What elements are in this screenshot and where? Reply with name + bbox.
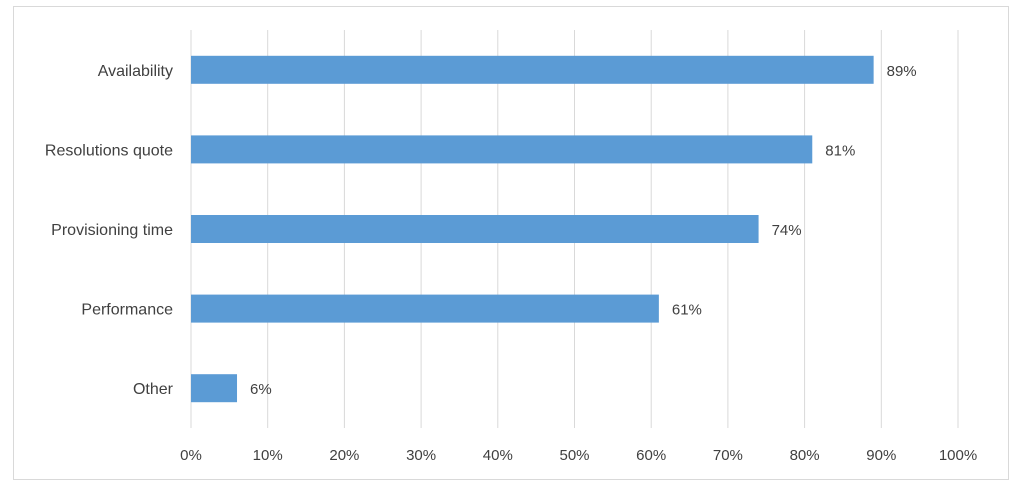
x-tick-label: 90% — [866, 447, 896, 464]
x-tick-label: 60% — [636, 447, 666, 464]
data-label: 89% — [887, 63, 917, 80]
data-label: 74% — [772, 222, 802, 239]
x-tick-label: 0% — [180, 447, 202, 464]
x-tick-label: 50% — [559, 447, 589, 464]
x-tick-label: 40% — [483, 447, 513, 464]
x-tick-label: 100% — [939, 447, 977, 464]
data-labels: 89% 81% 74% 61% 6% — [250, 63, 917, 398]
bar — [191, 135, 813, 164]
x-tick-label: 80% — [790, 447, 820, 464]
gridlines — [190, 30, 959, 428]
x-axis-tick-labels: 0% 10% 20% 30% 40% 50% 60% 70% 80% 90% 100% — [180, 447, 977, 464]
bar — [191, 55, 874, 84]
x-tick-label: 10% — [253, 447, 283, 464]
bar — [191, 215, 759, 243]
x-tick-label: 20% — [329, 447, 359, 464]
category-label: Provisioning time — [51, 222, 173, 239]
category-label: Other — [133, 381, 174, 398]
bar — [191, 374, 238, 403]
x-tick-label: 70% — [713, 447, 743, 464]
x-tick-label: 30% — [406, 447, 436, 464]
category-label: Availability — [98, 63, 173, 80]
data-label: 6% — [250, 381, 272, 398]
bar — [191, 294, 659, 323]
category-labels: Availability Resolutions quote Provisionin… — [45, 63, 174, 398]
data-label: 61% — [672, 302, 702, 319]
category-label: Performance — [81, 302, 173, 319]
bars — [191, 55, 874, 403]
category-label: Resolutions quote — [45, 142, 173, 159]
data-label: 81% — [825, 142, 855, 159]
